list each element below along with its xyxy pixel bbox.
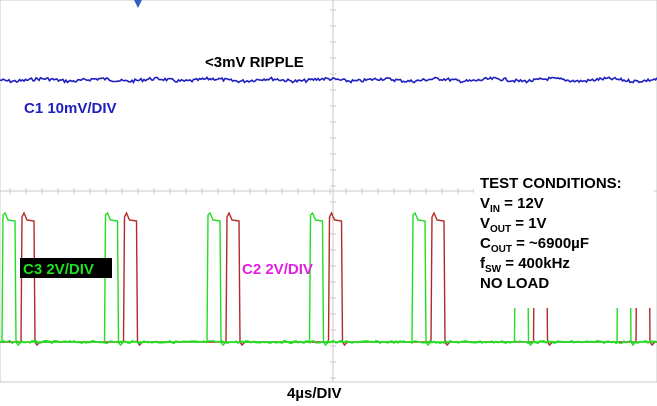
test-condition-subscript: OUT — [490, 224, 511, 235]
test-condition-value: = 1V — [511, 215, 546, 232]
ripple-annotation: <3mV RIPPLE — [205, 54, 304, 71]
c2-pulse-trace — [0, 211, 657, 347]
x-axis-scale-label: 4µs/DIV — [287, 385, 342, 402]
c1-ripple-trace — [0, 76, 657, 84]
test-condition-line: VOUT = 1V — [480, 215, 547, 235]
traces — [0, 76, 657, 347]
c3-scale-label: C3 2V/DIV — [23, 261, 94, 278]
test-condition-symbol: V — [480, 215, 490, 232]
c3-baseline-trace — [0, 339, 657, 345]
test-condition-value: = 400kHz — [501, 255, 570, 272]
test-condition-line: NO LOAD — [480, 275, 549, 292]
test-condition-line: COUT = ~6900µF — [480, 235, 589, 255]
test-condition-value: = ~6900µF — [512, 235, 589, 252]
test-condition-subscript: IN — [490, 204, 500, 215]
test-condition-subscript: OUT — [491, 244, 512, 255]
trigger-marker-icon — [134, 0, 142, 8]
test-condition-symbol: C — [480, 235, 491, 252]
test-condition-line: VIN = 12V — [480, 195, 544, 215]
test-condition-symbol: f — [480, 255, 486, 272]
grid-border — [0, 0, 657, 383]
c3-label-background — [20, 258, 112, 278]
test-condition-symbol: V — [480, 195, 490, 212]
test-conditions-heading: TEST CONDITIONS: — [480, 175, 622, 192]
test-condition-subscript: SW — [485, 264, 502, 275]
test-condition-value: = 12V — [500, 195, 544, 212]
test-condition-symbol: NO LOAD — [480, 275, 549, 292]
c2-scale-label: C2 2V/DIV — [242, 261, 313, 278]
c1-scale-label: C1 10mV/DIV — [24, 100, 117, 117]
test-condition-line: fSW = 400kHz — [480, 255, 570, 275]
